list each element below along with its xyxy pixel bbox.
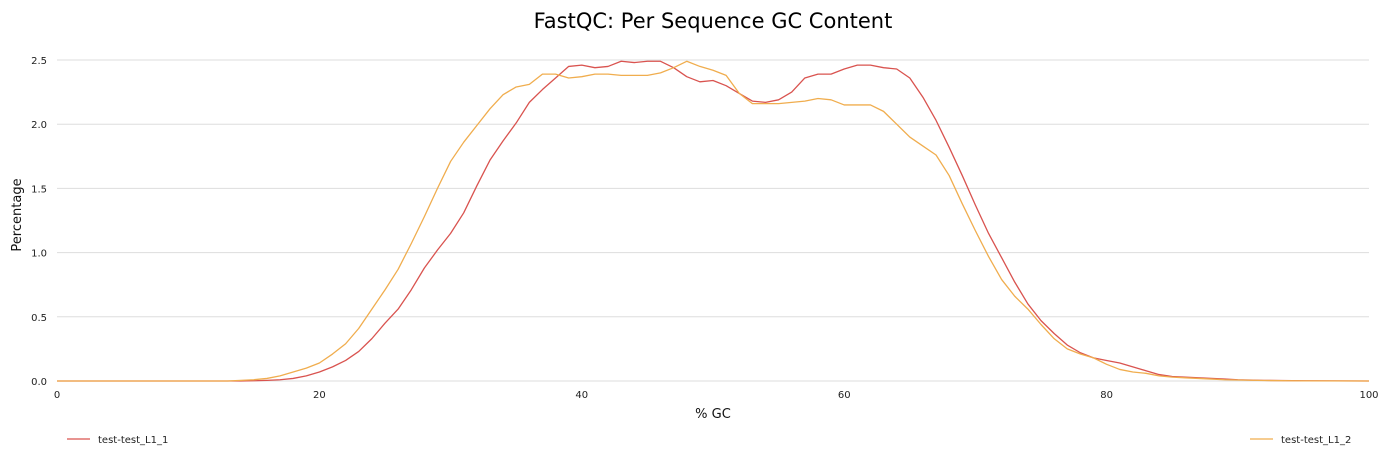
x-tick-label: 80 [1100,390,1113,401]
y-tick-label: 0.0 [31,377,47,388]
gridlines [57,59,1369,382]
legend-item-2[interactable]: test-test_L1_2 [1250,435,1351,446]
y-tick-label: 0.5 [31,313,47,324]
y-tick-label: 1.0 [31,249,47,260]
legend[interactable]: test-test_L1_1 test-test_L1_2 [67,435,1351,446]
x-tick-label: 40 [575,390,588,401]
y-tick-label: 2.0 [31,120,47,131]
x-tick-label: 0 [54,390,60,401]
y-axis-label: Percentage [10,178,25,251]
legend-label: test-test_L1_2 [1281,435,1351,446]
y-axis-ticks: 0.0 0.5 1.0 1.5 2.0 2.5 [31,56,47,388]
chart-title: FastQC: Per Sequence GC Content [534,9,893,33]
legend-item-1[interactable]: test-test_L1_1 [67,435,168,446]
y-tick-label: 2.5 [31,56,47,67]
series-line-1 [57,60,1370,382]
series-line-2 [57,60,1370,382]
y-tick-label: 1.5 [31,184,47,195]
x-tick-label: 20 [313,390,326,401]
x-axis-ticks: 0 20 40 60 80 100 [54,390,1379,401]
x-axis-label: % GC [695,407,731,422]
series-lines [57,60,1370,382]
legend-label: test-test_L1_1 [98,435,168,446]
x-tick-label: 100 [1359,390,1378,401]
x-tick-label: 60 [838,390,851,401]
